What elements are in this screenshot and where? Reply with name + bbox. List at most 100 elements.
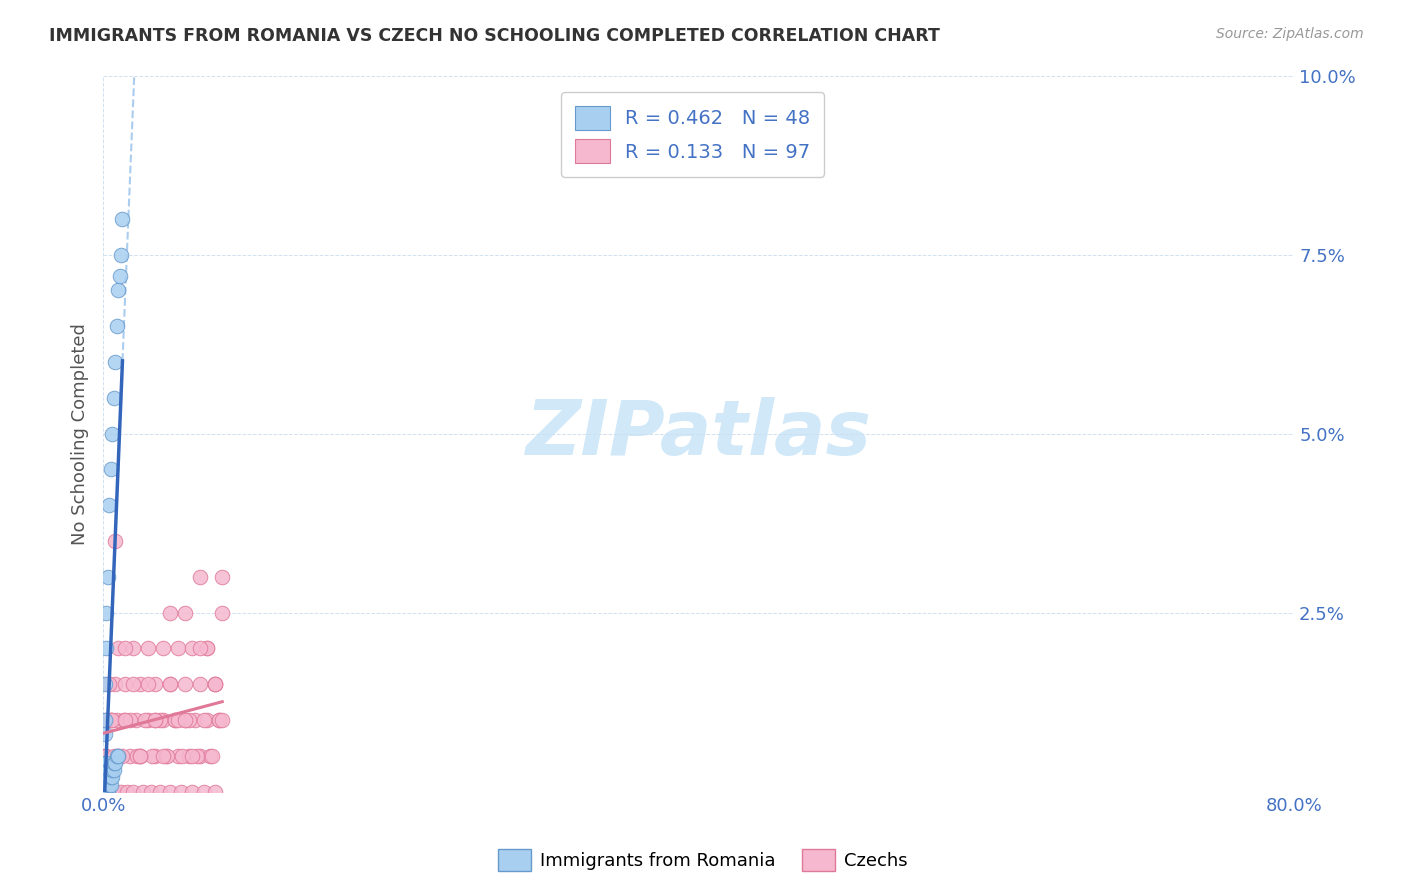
Point (93, 677, 115, 691)
Point (122, 677, 145, 691)
Point (93, 763, 115, 777)
Point (129, 748, 152, 763)
Point (174, 713, 197, 727)
Point (208, 713, 231, 727)
Point (134, 713, 156, 727)
Point (105, 748, 128, 763)
Point (179, 748, 201, 763)
Point (129, 677, 152, 691)
Point (174, 713, 197, 727)
Point (204, 677, 226, 691)
Point (136, 677, 159, 691)
Point (114, 713, 136, 727)
Point (195, 713, 218, 727)
Point (93, 778, 115, 792)
Point (100, 713, 122, 727)
Y-axis label: No Schooling Completed: No Schooling Completed (72, 323, 89, 544)
Point (111, 748, 134, 763)
Point (152, 713, 174, 727)
Point (179, 713, 201, 727)
Point (208, 713, 231, 727)
Point (204, 785, 226, 799)
Point (132, 785, 155, 799)
Point (98, 677, 121, 691)
Point (97, 770, 120, 784)
Point (114, 677, 136, 691)
Point (100, 770, 122, 784)
Point (193, 785, 215, 799)
Point (103, 391, 125, 405)
Point (181, 641, 204, 656)
Point (193, 713, 215, 727)
Point (94, 770, 117, 784)
Point (101, 785, 124, 799)
Point (211, 606, 233, 620)
Point (170, 748, 193, 763)
Point (152, 748, 174, 763)
Point (105, 319, 128, 334)
Legend: Immigrants from Romania, Czechs: Immigrants from Romania, Czechs (491, 842, 915, 879)
Text: ZIPatlas: ZIPatlas (526, 397, 872, 471)
Point (98, 778, 121, 792)
Point (93, 756, 115, 770)
Legend: R = 0.462   N = 48, R = 0.133   N = 97: R = 0.462 N = 48, R = 0.133 N = 97 (561, 93, 824, 177)
Point (93, 727, 115, 741)
Point (166, 748, 188, 763)
Point (141, 748, 163, 763)
Point (159, 785, 181, 799)
Point (105, 713, 128, 727)
Point (97, 713, 120, 727)
Point (166, 713, 188, 727)
Point (166, 641, 188, 656)
Point (98, 785, 121, 799)
Point (98, 770, 121, 784)
Point (114, 641, 136, 656)
Point (100, 713, 122, 727)
Point (107, 748, 129, 763)
Point (97, 778, 120, 792)
Point (159, 677, 181, 691)
Point (159, 677, 181, 691)
Point (184, 713, 207, 727)
Point (169, 785, 191, 799)
Point (181, 785, 204, 799)
Point (93, 785, 115, 799)
Point (93, 785, 115, 799)
Point (181, 748, 204, 763)
Point (200, 748, 222, 763)
Point (97, 785, 120, 799)
Point (104, 534, 127, 549)
Point (94, 606, 117, 620)
Point (103, 763, 125, 777)
Point (118, 713, 141, 727)
Point (94, 763, 117, 777)
Point (136, 713, 159, 727)
Point (163, 713, 186, 727)
Point (188, 748, 211, 763)
Point (94, 756, 117, 770)
Point (188, 677, 211, 691)
Point (94, 778, 117, 792)
Point (186, 748, 208, 763)
Point (101, 713, 124, 727)
Point (201, 748, 224, 763)
Point (104, 785, 127, 799)
Point (156, 748, 179, 763)
Point (211, 570, 233, 584)
Point (93, 748, 115, 763)
Point (104, 756, 127, 770)
Point (174, 677, 197, 691)
Point (107, 748, 129, 763)
Point (195, 641, 218, 656)
Point (110, 785, 132, 799)
Point (97, 763, 120, 777)
Point (94, 778, 117, 792)
Point (118, 748, 141, 763)
Point (163, 713, 186, 727)
Point (100, 462, 122, 476)
Point (97, 677, 120, 691)
Point (136, 641, 159, 656)
Point (112, 713, 135, 727)
Point (122, 785, 145, 799)
Point (188, 570, 211, 584)
